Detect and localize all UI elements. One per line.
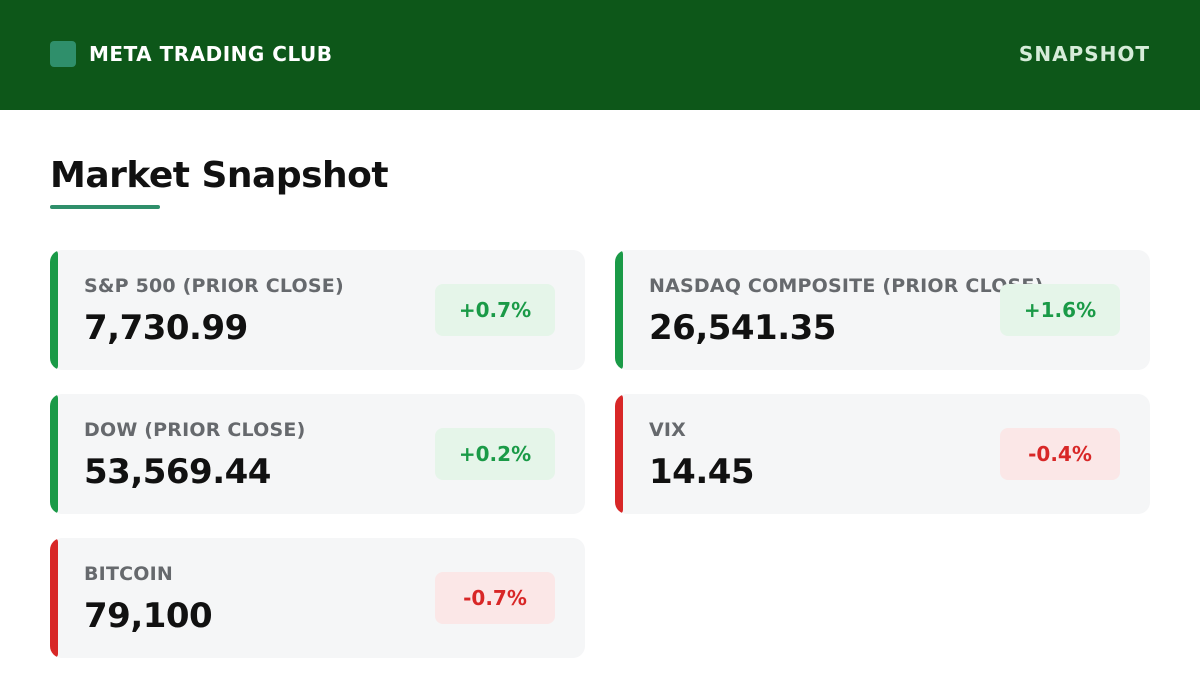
trend-indicator-bar [50,394,58,514]
market-card-bitcoin[interactable]: BITCOIN 79,100 -0.7% [50,538,585,658]
page-title: Market Snapshot [50,155,389,196]
change-badge: +0.2% [435,428,555,480]
brand-name[interactable]: META TRADING CLUB [89,42,333,66]
card-value: 53,569.44 [84,452,271,492]
trend-indicator-bar [615,250,623,370]
top-header: META TRADING CLUB SNAPSHOT [0,0,1200,110]
card-value: 7,730.99 [84,308,248,348]
change-badge: +1.6% [1000,284,1120,336]
logo-icon [50,41,76,67]
card-value: 26,541.35 [649,308,836,348]
market-card-sp500[interactable]: S&P 500 (PRIOR CLOSE) 7,730.99 +0.7% [50,250,585,370]
trend-indicator-bar [615,394,623,514]
card-label: DOW (PRIOR CLOSE) [84,419,306,441]
card-label: BITCOIN [84,563,173,585]
card-value: 14.45 [649,452,755,492]
change-badge: -0.4% [1000,428,1120,480]
market-card-nasdaq[interactable]: NASDAQ COMPOSITE (PRIOR CLOSE) 26,541.35… [615,250,1150,370]
change-badge: -0.7% [435,572,555,624]
trend-indicator-bar [50,538,58,658]
card-label: S&P 500 (PRIOR CLOSE) [84,275,344,297]
trend-indicator-bar [50,250,58,370]
card-label: VIX [649,419,687,441]
market-card-vix[interactable]: VIX 14.45 -0.4% [615,394,1150,514]
nav-link-snapshot[interactable]: SNAPSHOT [1018,42,1150,66]
card-value: 79,100 [84,596,213,636]
title-underline [50,205,160,209]
card-label: NASDAQ COMPOSITE (PRIOR CLOSE) [649,275,1044,297]
market-card-dow[interactable]: DOW (PRIOR CLOSE) 53,569.44 +0.2% [50,394,585,514]
change-badge: +0.7% [435,284,555,336]
